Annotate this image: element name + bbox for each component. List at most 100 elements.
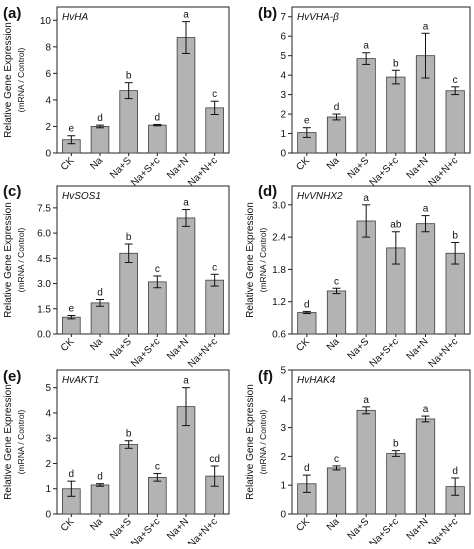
gene-name: HvSOS1	[62, 191, 101, 202]
x-tick-label: Na	[88, 516, 105, 533]
y-axis-sublabel: (mRNA / Control)	[16, 409, 26, 474]
y-tick-label: 5	[45, 383, 51, 394]
x-tick-label: CK	[59, 336, 77, 354]
y-tick-label: 5	[280, 366, 286, 377]
x-tick-label: Na+S	[108, 155, 134, 181]
y-tick-label: 0.0	[37, 330, 51, 341]
significance-letter: b	[393, 439, 399, 450]
panel-d: 0.6 1.2 1.8 2.4 3.0 d CK c Na a Na+S ab Na+S+c a Na+N b…	[245, 183, 471, 370]
y-axis-label: Relative Gene Expression	[245, 202, 256, 318]
gene-name: HvHAK4	[297, 375, 336, 386]
y-axis-label: Relative Gene Expression	[3, 202, 14, 318]
gene-name: HvHA	[62, 12, 88, 23]
y-tick-label: 4	[280, 394, 286, 405]
x-tick-label: Na+S	[346, 516, 372, 542]
significance-letter: a	[423, 204, 429, 215]
significance-letter: d	[452, 466, 458, 477]
y-tick-label: 0	[280, 149, 286, 160]
y-tick-label: 0.6	[272, 330, 286, 341]
significance-letter: cd	[209, 454, 220, 465]
y-axis-label: Relative Gene Expression	[3, 384, 14, 500]
panel-c: 0.0 1.5 3.0 4.5 6.0 7.5 e CK d Na b Na+S c Na+S+c a Na+…	[3, 183, 230, 370]
panel-letter: (d)	[258, 183, 277, 200]
bar	[62, 316, 81, 335]
x-tick-label: Na+N	[165, 155, 191, 181]
significance-letter: d	[155, 112, 161, 123]
significance-letter: d	[304, 299, 310, 310]
y-tick-label: 0	[45, 149, 51, 160]
y-tick-label: 6	[45, 69, 51, 80]
bar	[148, 281, 167, 335]
significance-letter: a	[423, 21, 429, 32]
y-tick-label: 3.0	[272, 200, 286, 211]
y-tick-label: 1.8	[272, 265, 286, 276]
bar	[90, 484, 110, 515]
significance-letter: c	[334, 276, 339, 287]
significance-letter: a	[183, 10, 189, 21]
y-tick-label: 3	[280, 90, 286, 101]
x-tick-label: Na+N+c	[427, 155, 461, 189]
x-tick-label: Na	[88, 155, 105, 172]
plot-frame	[56, 369, 230, 515]
significance-letter: a	[363, 193, 369, 204]
plot-frame	[56, 6, 230, 154]
y-tick-label: 8	[45, 42, 51, 53]
y-axis-sublabel: (mRNA / Control)	[258, 409, 268, 474]
significance-letter: b	[126, 71, 132, 82]
x-tick-label: Na+S+c	[129, 336, 162, 369]
y-axis-sublabel: (mRNA / Control)	[16, 47, 26, 112]
x-tick-label: CK	[294, 336, 312, 354]
panel-letter: (f)	[258, 368, 273, 385]
panel-letter: (c)	[3, 183, 21, 200]
plot-frame	[291, 185, 471, 335]
significance-letter: b	[393, 58, 399, 69]
bar	[326, 116, 347, 154]
y-tick-label: 0	[280, 510, 286, 521]
bar	[297, 312, 317, 335]
significance-letter: ab	[390, 220, 402, 231]
x-tick-label: CK	[59, 516, 77, 534]
x-tick-label: Na+N	[165, 516, 191, 542]
x-tick-label: Na+N+c	[186, 155, 220, 189]
gene-name: HvVHA-β	[297, 12, 339, 23]
plot-frame	[291, 369, 471, 515]
y-tick-label: 3	[45, 434, 51, 445]
bar	[356, 58, 376, 154]
x-tick-label: Na+S+c	[368, 155, 401, 188]
y-tick-label: 4	[45, 408, 51, 419]
y-tick-label: 4	[280, 71, 286, 82]
x-tick-label: Na+N+c	[427, 336, 461, 370]
gene-name: HvAKT1	[62, 375, 99, 386]
x-tick-label: Na+N	[165, 336, 191, 362]
panel-letter: (b)	[258, 5, 277, 22]
x-tick-label: Na+S+c	[129, 155, 162, 188]
x-tick-label: Na+N	[405, 516, 431, 542]
y-tick-label: 6	[280, 32, 286, 43]
significance-letter: a	[363, 395, 369, 406]
bar	[176, 217, 196, 335]
x-tick-label: Na+S+c	[129, 516, 162, 544]
bar	[326, 290, 347, 335]
panel-a: 0 2 4 6 8 10 e CK d Na b Na+S d Na+S+c a Na+N c Na+N+c (a)…	[3, 5, 230, 189]
significance-letter: a	[183, 198, 189, 209]
significance-letter: d	[334, 102, 340, 113]
significance-letter: b	[126, 232, 132, 243]
significance-letter: a	[183, 376, 189, 387]
gene-name: HvVNHX2	[297, 191, 343, 202]
y-tick-label: 2	[45, 122, 51, 133]
y-tick-label: 7.5	[37, 203, 51, 214]
y-axis-sublabel: (mRNA / Control)	[16, 227, 26, 292]
panel-e: 0 1 2 3 4 5 d CK d Na b Na+S c Na+S+c a Na+N cd Na+N+c (e)…	[3, 368, 230, 549]
significance-letter: d	[304, 463, 310, 474]
x-tick-label: Na+N+c	[186, 516, 220, 544]
y-axis-sublabel: (mRNA / Control)	[258, 227, 268, 292]
bar	[90, 126, 110, 154]
plot-frame	[56, 185, 230, 335]
significance-letter: b	[452, 231, 458, 242]
bar	[386, 453, 406, 515]
y-tick-label: 1	[280, 481, 286, 492]
y-tick-label: 1	[45, 484, 51, 495]
y-tick-label: 3	[280, 423, 286, 434]
